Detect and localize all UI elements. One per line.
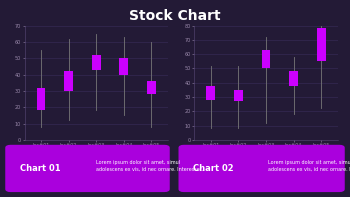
Bar — [119, 58, 128, 75]
Bar — [261, 50, 271, 69]
Bar — [147, 81, 156, 94]
Text: Stock Chart: Stock Chart — [129, 9, 221, 23]
Text: Chart 02: Chart 02 — [193, 164, 234, 173]
Bar — [64, 71, 73, 91]
Bar — [317, 29, 326, 61]
Bar — [37, 88, 46, 111]
Bar — [234, 90, 243, 101]
Text: Chart 01: Chart 01 — [20, 164, 61, 173]
Text: Lorem ipsum dolor sit amet, simul
adolescens ex vis, id nec ornare. Interesset.: Lorem ipsum dolor sit amet, simul adoles… — [96, 160, 203, 171]
Bar — [289, 71, 298, 86]
Bar — [92, 55, 101, 70]
Text: Lorem ipsum dolor sit amet, simul
adolescens ex vis, id nec ornare. Interesset.: Lorem ipsum dolor sit amet, simul adoles… — [268, 160, 350, 171]
Bar — [206, 86, 215, 100]
